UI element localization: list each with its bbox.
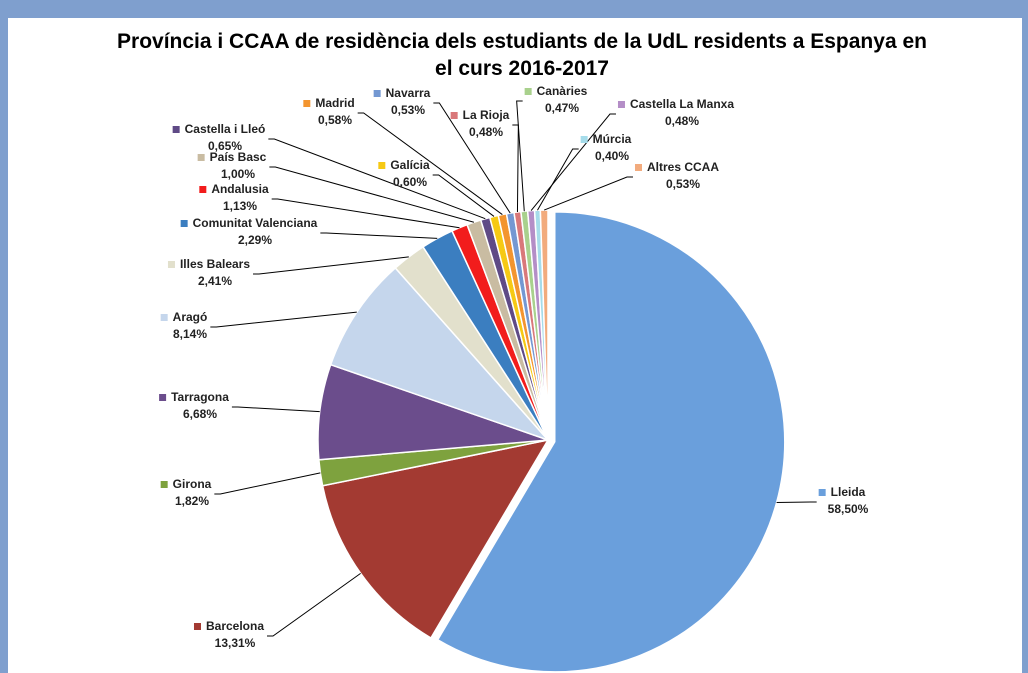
slice-value-label: 1,82%: [175, 494, 209, 508]
legend-key: [378, 162, 386, 169]
leader-line: [530, 113, 616, 211]
slice-label: Castella La Manxa: [630, 97, 734, 111]
legend-key: [634, 164, 642, 171]
slice-label: Galícia: [390, 158, 430, 172]
slice-value-label: 2,41%: [198, 274, 232, 288]
slice-label: Comunitat Valenciana: [193, 216, 318, 230]
slice-value-label: 58,50%: [828, 502, 869, 516]
legend-key: [172, 126, 180, 133]
slice-label: Navarra: [386, 86, 431, 100]
leader-line: [776, 501, 817, 504]
slice-value-label: 0,40%: [595, 149, 629, 163]
slice-value-label: 0,60%: [393, 175, 427, 189]
legend-key: [160, 314, 168, 321]
slice-value-label: 13,31%: [215, 636, 256, 650]
slice-label: Castella i Lleó: [185, 122, 266, 136]
slice-value-label: 1,00%: [221, 167, 255, 181]
slice-label: Canàries: [537, 84, 588, 98]
slice-label: Barcelona: [206, 619, 264, 633]
slice-value-label: 0,48%: [469, 125, 503, 139]
slice-label: Tarragona: [171, 390, 229, 404]
slice-label: Altres CCAA: [647, 160, 719, 174]
slice-label: Andalusia: [211, 182, 269, 196]
pie-slice: [539, 209, 549, 441]
leader-line: [512, 124, 519, 213]
legend-key: [818, 489, 826, 496]
leader-line: [267, 572, 361, 637]
slice-value-label: 2,29%: [238, 233, 272, 247]
pie-slice: [329, 266, 551, 442]
leader-line: [253, 256, 409, 275]
chart-title: Província i CCAA de residència dels estu…: [117, 30, 927, 80]
slice-label: La Rioja: [463, 108, 510, 122]
legend-key: [193, 623, 201, 630]
slice-value-label: 0,48%: [665, 114, 699, 128]
leader-line: [320, 232, 438, 239]
slice-value-label: 6,68%: [183, 407, 217, 421]
slice-label: Madrid: [315, 96, 354, 110]
legend-key: [524, 88, 532, 95]
legend-key: [199, 186, 207, 193]
slice-value-label: 0,53%: [391, 103, 425, 117]
leader-line: [268, 138, 486, 220]
legend-key: [450, 112, 458, 119]
leader-line: [543, 176, 633, 211]
leader-line: [516, 100, 525, 212]
slice-label: Aragó: [173, 310, 208, 324]
slice-value-label: 0,58%: [318, 113, 352, 127]
legend-key: [303, 100, 311, 107]
leader-line: [269, 166, 475, 223]
leader-line: [433, 102, 511, 214]
slice-value-label: 8,14%: [173, 327, 207, 341]
slice-label: Lleida: [831, 485, 866, 499]
slice-label: País Basc: [210, 150, 267, 164]
leader-line: [210, 311, 357, 328]
slice-value-label: 0,65%: [208, 139, 242, 153]
legend-key: [180, 220, 188, 227]
leader-line: [432, 174, 495, 217]
legend-key: [373, 90, 381, 97]
legend-key: [160, 481, 168, 488]
legend-key: [617, 101, 625, 108]
pie-slice: [436, 211, 786, 673]
slice-value-label: 1,13%: [223, 199, 257, 213]
legend-key: [197, 154, 205, 161]
legend-key: [580, 136, 588, 143]
slice-label: Illes Balears: [180, 257, 250, 271]
leader-line: [214, 472, 321, 495]
slice-value-label: 0,53%: [666, 177, 700, 191]
leader-line: [271, 198, 460, 229]
leader-line: [537, 148, 579, 211]
leader-line: [231, 406, 320, 413]
leader-line: [357, 112, 503, 215]
slice-value-label: 0,47%: [545, 101, 579, 115]
legend-key: [167, 261, 175, 268]
legend-key: [159, 394, 167, 401]
slice-label: Múrcia: [593, 132, 632, 146]
slice-label: Girona: [173, 477, 212, 491]
